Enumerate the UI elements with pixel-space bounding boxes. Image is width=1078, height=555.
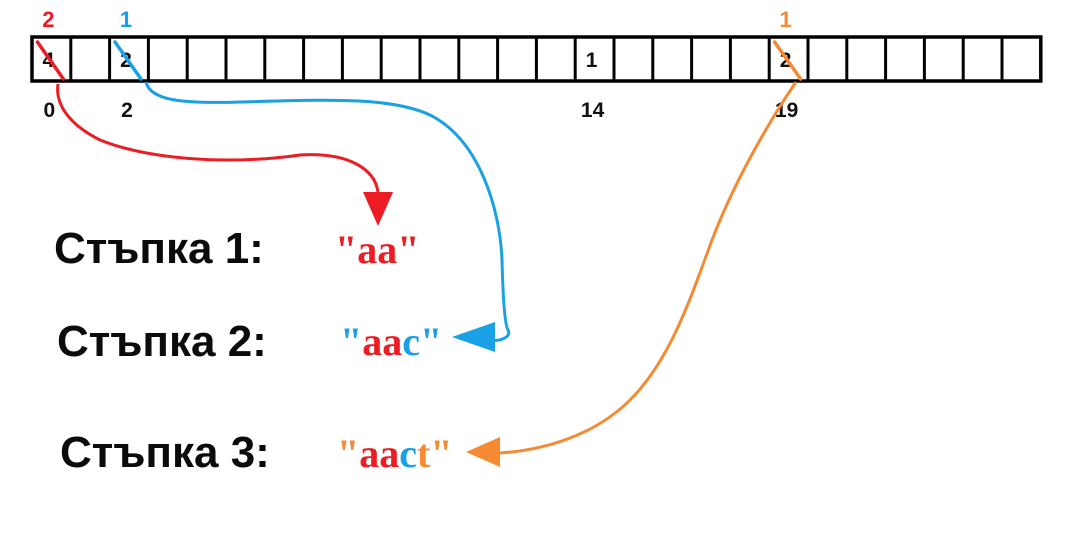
arrow-blue-path bbox=[144, 81, 511, 342]
index-label: 0 bbox=[44, 99, 56, 122]
step-3-title: Стъпка 3 bbox=[60, 428, 256, 477]
step-3-result-part: " bbox=[337, 431, 360, 476]
step-2-title: Стъпка 2 bbox=[57, 317, 253, 366]
new-value-label: 1 bbox=[779, 7, 791, 32]
step-1-colon: : bbox=[249, 224, 264, 273]
decrement-arrows bbox=[56, 81, 798, 467]
arrow-blue-head bbox=[452, 322, 495, 352]
decrement-strikes: 2 1 1 bbox=[35, 7, 803, 81]
step-1-label: Стъпка 1: bbox=[54, 224, 264, 274]
step-1-result-part: "aa" bbox=[335, 227, 420, 272]
step-3-result-part: c bbox=[399, 431, 417, 476]
strike-mark bbox=[35, 40, 66, 81]
index-label: 14 bbox=[581, 99, 605, 122]
array-cells bbox=[30, 35, 1043, 83]
new-value-label: 1 bbox=[120, 7, 132, 32]
step-3-result-part: aa bbox=[359, 431, 400, 476]
step-3-colon: : bbox=[255, 428, 270, 477]
step-2-result: "aac" bbox=[340, 318, 442, 365]
strike-mark bbox=[772, 40, 803, 81]
step-2-colon: : bbox=[252, 317, 267, 366]
index-label: 2 bbox=[121, 99, 133, 122]
step-2-result-part: " bbox=[340, 319, 363, 364]
arrow-red-path bbox=[56, 83, 380, 193]
cell-value: 1 bbox=[586, 49, 598, 72]
arrow-red-head bbox=[363, 192, 393, 226]
step-3-result-part: t" bbox=[416, 431, 453, 476]
new-value-label: 2 bbox=[42, 7, 54, 32]
step-1-title: Стъпка 1 bbox=[54, 224, 250, 273]
step-2-result-part: c" bbox=[402, 319, 443, 364]
arrow-orange-path bbox=[499, 81, 798, 455]
step-2-result-part: aa bbox=[362, 319, 403, 364]
step-1-result: "aa" bbox=[335, 226, 419, 273]
strike-mark bbox=[113, 40, 143, 81]
step-2-label: Стъпка 2: bbox=[57, 317, 267, 367]
step-3-result: "aact" bbox=[337, 430, 453, 477]
step-3-label: Стъпка 3: bbox=[60, 428, 270, 478]
arrow-orange-head bbox=[466, 437, 500, 467]
